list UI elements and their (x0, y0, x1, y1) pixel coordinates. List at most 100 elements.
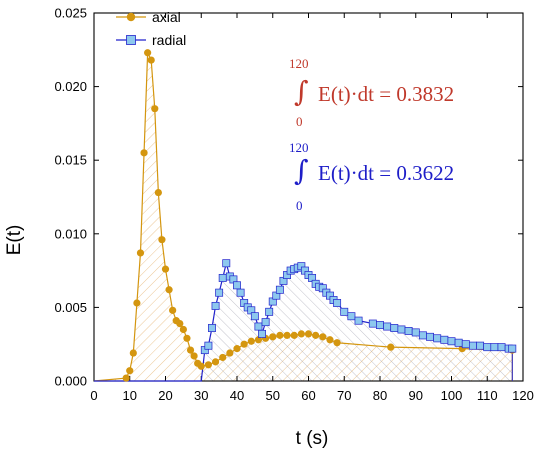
point-axial (129, 349, 137, 357)
point-radial (333, 299, 342, 307)
integral-upper-axial: 120 (289, 56, 309, 71)
integral-sign-axial: ∫ (294, 75, 309, 108)
point-axial (140, 149, 148, 157)
point-axial (233, 345, 241, 353)
x-tick-label: 60 (301, 388, 315, 403)
point-radial (426, 332, 435, 341)
integral-lower-radial: 0 (296, 198, 303, 213)
point-axial (240, 340, 248, 348)
y-axis-title: E(t) (4, 225, 25, 256)
point-radial (418, 331, 427, 340)
point-axial (269, 333, 277, 341)
point-radial (233, 281, 241, 290)
point-radial (218, 274, 227, 282)
point-axial (283, 331, 291, 339)
integral-text-axial: E(t)·dt = 0.3832 (318, 82, 454, 106)
point-axial (387, 343, 395, 351)
point-axial (276, 331, 284, 339)
y-tick-label: 0.000 (54, 374, 87, 389)
point-radial (254, 322, 263, 331)
point-axial (122, 374, 130, 382)
point-radial (258, 329, 266, 338)
point-axial (179, 325, 187, 334)
point-radial (347, 312, 356, 321)
y-axis-ticks: 0.000 0.005 0.010 0.015 0.020 0.025 (54, 6, 523, 389)
legend-label-radial: radial (152, 32, 186, 48)
point-radial (404, 327, 413, 335)
x-tick-label: 110 (477, 388, 498, 403)
x-tick-label: 50 (266, 388, 280, 403)
point-axial (183, 334, 191, 342)
point-axial (186, 346, 195, 354)
point-axial (247, 337, 255, 345)
point-axial (136, 249, 145, 257)
point-axial (297, 330, 305, 338)
integral-text-radial: E(t)·dt = 0.3622 (318, 161, 454, 185)
point-axial (319, 333, 327, 341)
point-axial (326, 336, 334, 344)
y-tick-label: 0.005 (54, 300, 87, 315)
integral-upper-radial: 120 (289, 140, 309, 155)
point-radial (208, 324, 216, 332)
point-axial (226, 349, 234, 357)
point-axial (165, 286, 173, 294)
series-markers (122, 49, 517, 382)
point-axial (211, 358, 220, 366)
x-tick-label: 20 (158, 388, 172, 403)
legend-label-axial: axial (152, 9, 181, 25)
point-axial (197, 362, 205, 370)
legend: axial radial (116, 9, 186, 48)
integral-annotation-axial: 120 ∫ 0 E(t)·dt = 0.3832 (289, 56, 454, 129)
point-axial (126, 367, 134, 375)
point-axial (219, 353, 227, 362)
point-radial (390, 324, 399, 332)
point-axial (204, 361, 212, 369)
point-radial (275, 285, 284, 294)
point-radial (433, 334, 442, 343)
integral-lower-axial: 0 (296, 114, 303, 129)
area-radial (94, 263, 513, 381)
point-axial (147, 56, 155, 64)
area-axial (94, 52, 513, 382)
point-radial (397, 325, 406, 334)
point-radial (447, 337, 456, 346)
point-axial (161, 265, 170, 273)
point-radial (211, 301, 220, 310)
x-tick-label: 80 (373, 388, 387, 403)
x-tick-label: 40 (230, 388, 244, 403)
point-axial (312, 331, 320, 339)
point-axial (133, 299, 141, 307)
point-axial (169, 306, 177, 314)
point-radial (411, 328, 420, 337)
point-radial (454, 338, 463, 347)
x-axis-title: t (s) (296, 428, 329, 449)
x-tick-label: 0 (90, 388, 97, 403)
point-axial (254, 336, 263, 344)
point-axial (190, 352, 198, 360)
point-axial (333, 339, 341, 347)
point-radial (483, 343, 492, 352)
point-axial (151, 105, 159, 113)
point-radial (508, 344, 517, 353)
point-radial (204, 341, 213, 350)
point-radial (261, 318, 270, 327)
x-tick-label: 90 (409, 388, 423, 403)
point-radial (469, 341, 477, 350)
y-tick-label: 0.010 (54, 226, 87, 241)
integral-sign-radial: ∫ (294, 154, 309, 187)
point-radial (376, 321, 384, 330)
point-axial (158, 236, 166, 244)
point-radial (383, 322, 392, 331)
point-radial (250, 312, 259, 321)
point-radial (215, 288, 224, 297)
x-tick-label: 70 (337, 388, 351, 403)
point-axial (290, 331, 298, 339)
legend-marker-radial (126, 35, 136, 45)
point-radial (265, 307, 274, 316)
point-axial (176, 319, 184, 328)
x-tick-label: 120 (512, 388, 534, 403)
integral-annotation-radial: 120 ∫ 0 E(t)·dt = 0.3622 (289, 140, 454, 213)
point-radial (368, 319, 377, 328)
x-tick-label: 10 (123, 388, 137, 403)
